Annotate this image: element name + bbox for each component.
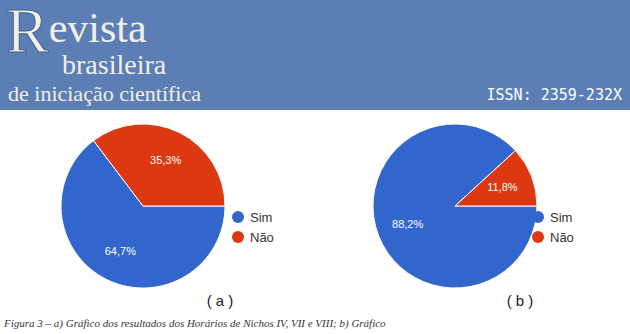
page: Revistabrasileirade iniciação científica… [0,0,630,334]
chart-title: ( a ) [207,292,234,309]
pie-chart: 64,7% 35,3% Sim Não ( a ) [61,124,274,309]
header-band [0,0,630,110]
legend-label: Não [250,230,274,245]
legend-swatch [532,211,544,223]
pie-chart: 88,2% 11,8% Sim Não ( b ) [373,124,574,309]
figure-caption: Figura 3 – a) Gráfico dos resultados dos… [3,317,386,330]
slices [373,124,537,288]
slices [61,124,225,288]
data-label: 64,7% [105,245,136,257]
legend-label: Sim [550,210,572,225]
data-label: 88,2% [392,218,423,230]
pie-slice [94,124,225,206]
pie-slice [455,151,537,206]
data-label: 11,8% [487,181,518,193]
legend-swatch [232,231,244,243]
legend-label: Sim [250,210,272,225]
issn: ISSN: 2359-232X [487,86,622,104]
journal-tagline: de iniciação científica [8,81,201,106]
journal-subtitle: brasileira [62,49,167,80]
chart-title: ( b ) [507,292,534,309]
pie-slice [373,124,537,288]
legend-swatch [232,211,244,223]
legend-swatch [532,231,544,243]
legend-label: Não [550,230,574,245]
data-label: 35,3% [150,154,181,166]
